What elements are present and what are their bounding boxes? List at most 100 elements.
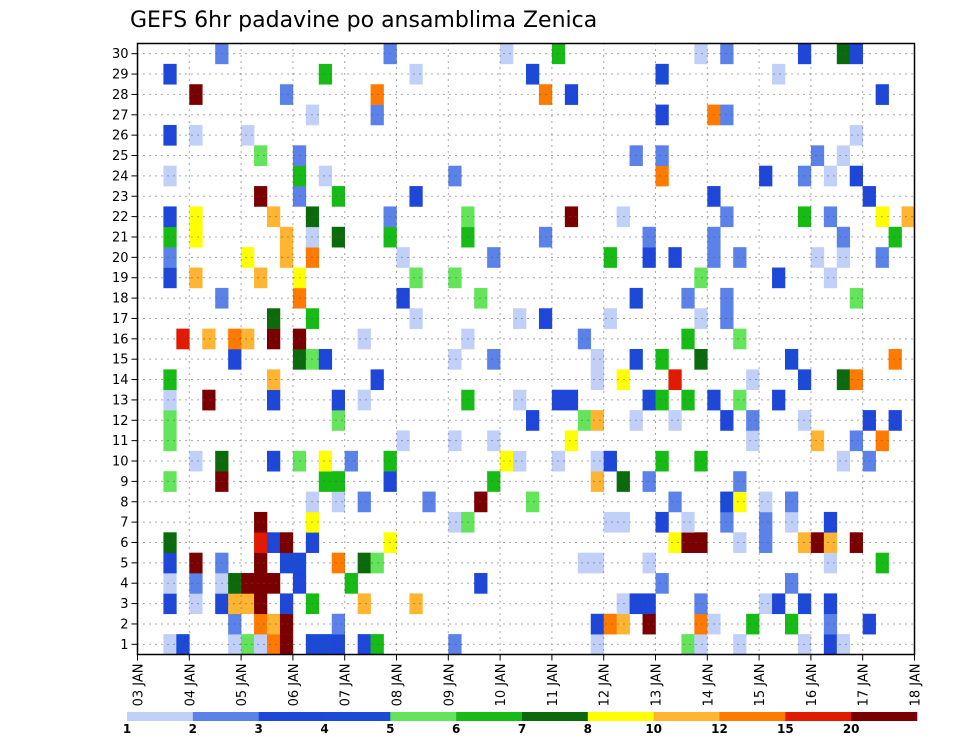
heatmap-cell bbox=[500, 43, 514, 65]
colorbar-label: 1 bbox=[123, 722, 131, 736]
heatmap-cell bbox=[823, 511, 838, 533]
colorbar-label: 8 bbox=[584, 722, 592, 736]
heatmap-cell bbox=[500, 450, 514, 472]
heatmap-cell bbox=[694, 593, 708, 615]
heatmap-cell bbox=[746, 430, 760, 452]
heatmap-cell bbox=[564, 206, 579, 228]
heatmap-cell bbox=[331, 634, 345, 655]
heatmap-cell bbox=[331, 186, 345, 207]
heatmap-cell bbox=[603, 613, 617, 635]
heatmap-cell bbox=[267, 369, 281, 391]
heatmap-cell bbox=[655, 145, 669, 166]
y-tick-label: 20 bbox=[112, 251, 129, 266]
heatmap-cell bbox=[163, 634, 177, 655]
heatmap-cell bbox=[823, 593, 838, 615]
heatmap-cell bbox=[267, 308, 281, 329]
heatmap-cell bbox=[655, 573, 669, 594]
x-tick-label: 09 JAN bbox=[442, 664, 457, 707]
heatmap-cell bbox=[241, 634, 255, 655]
heatmap-cell bbox=[590, 613, 604, 635]
y-tick-label: 14 bbox=[112, 373, 129, 388]
heatmap-cell bbox=[254, 186, 268, 207]
heatmap-cell bbox=[189, 84, 203, 105]
colorbar-label: 20 bbox=[843, 722, 860, 736]
plot-frame bbox=[136, 42, 916, 656]
y-tick-label: 17 bbox=[112, 312, 129, 327]
colorbar-swatch bbox=[258, 712, 325, 721]
heatmap-cell bbox=[733, 532, 747, 553]
y-tick-label: 29 bbox=[112, 68, 129, 83]
y-tick-label: 10 bbox=[112, 455, 129, 470]
heatmap-cell bbox=[189, 267, 203, 289]
heatmap-cell bbox=[254, 511, 268, 533]
x-tick-label: 08 JAN bbox=[391, 664, 406, 707]
heatmap-cell bbox=[318, 165, 333, 187]
heatmap-cell bbox=[370, 634, 384, 655]
heatmap-cell bbox=[603, 511, 617, 533]
heatmap-cell bbox=[163, 471, 177, 492]
heatmap-cell bbox=[797, 206, 812, 228]
heatmap-cell bbox=[810, 247, 825, 268]
heatmap-cell bbox=[513, 389, 527, 411]
x-tick-label: 11 JAN bbox=[546, 664, 561, 707]
colorbar-swatch bbox=[324, 712, 391, 721]
y-tick-label: 13 bbox=[112, 393, 129, 408]
heatmap-cell bbox=[163, 206, 177, 228]
heatmap-cell bbox=[746, 410, 760, 431]
heatmap-cell bbox=[228, 593, 242, 615]
heatmap-cell bbox=[720, 43, 734, 65]
y-tick-label: 2 bbox=[120, 617, 128, 632]
y-tick-label: 26 bbox=[112, 129, 129, 144]
heatmap-cell bbox=[836, 145, 851, 166]
heatmap-cell bbox=[551, 43, 566, 65]
heatmap-cell bbox=[513, 450, 527, 472]
heatmap-cell bbox=[409, 593, 423, 615]
heatmap-cell bbox=[720, 308, 734, 329]
heatmap-cell bbox=[590, 471, 604, 492]
heatmap-cell bbox=[318, 349, 333, 370]
heatmap-cell bbox=[267, 573, 281, 594]
colorbar-swatch bbox=[653, 712, 720, 721]
heatmap-cell bbox=[176, 328, 190, 350]
heatmap-cell bbox=[487, 247, 501, 268]
heatmap-cell bbox=[344, 450, 358, 472]
heatmap-cell bbox=[254, 613, 268, 635]
heatmap-cell bbox=[772, 389, 786, 411]
heatmap-cell bbox=[331, 226, 345, 248]
y-tick-label: 18 bbox=[112, 292, 129, 307]
heatmap-cell bbox=[577, 552, 592, 574]
heatmap-cell bbox=[241, 573, 255, 594]
heatmap-cell bbox=[655, 389, 669, 411]
colorbar-label: 7 bbox=[518, 722, 526, 736]
heatmap-cell bbox=[331, 389, 345, 411]
heatmap-cell bbox=[318, 450, 333, 472]
heatmap-cell bbox=[370, 552, 384, 574]
heatmap-cell bbox=[681, 328, 695, 350]
heatmap-cell bbox=[836, 634, 851, 655]
heatmap-cell bbox=[357, 593, 371, 615]
chart-title: GEFS 6hr padavine po ansamblima Zenica bbox=[130, 8, 597, 33]
y-tick-label: 11 bbox=[112, 434, 129, 449]
heatmap-cell bbox=[448, 430, 462, 452]
heatmap-cell bbox=[733, 634, 747, 655]
heatmap-cell bbox=[241, 328, 255, 350]
heatmap-cell bbox=[163, 226, 177, 248]
heatmap-cell bbox=[694, 450, 708, 472]
heatmap-cell bbox=[370, 104, 384, 126]
heatmap-cell bbox=[189, 450, 203, 472]
heatmap-cell bbox=[642, 226, 656, 248]
heatmap-cell bbox=[422, 491, 436, 513]
heatmap-cell bbox=[163, 593, 177, 615]
heatmap-cell bbox=[823, 634, 838, 655]
heatmap-cell bbox=[836, 369, 851, 391]
heatmap-cell bbox=[694, 308, 708, 329]
heatmap-cell bbox=[681, 532, 695, 553]
heatmap-cell bbox=[396, 287, 410, 309]
heatmap-cell bbox=[254, 634, 268, 655]
heatmap-cell bbox=[370, 84, 384, 105]
y-tick-label: 24 bbox=[112, 169, 129, 184]
heatmap-cell bbox=[357, 634, 371, 655]
heatmap-cell bbox=[694, 267, 708, 289]
heatmap-cell bbox=[759, 593, 773, 615]
heatmap-cell bbox=[318, 634, 333, 655]
